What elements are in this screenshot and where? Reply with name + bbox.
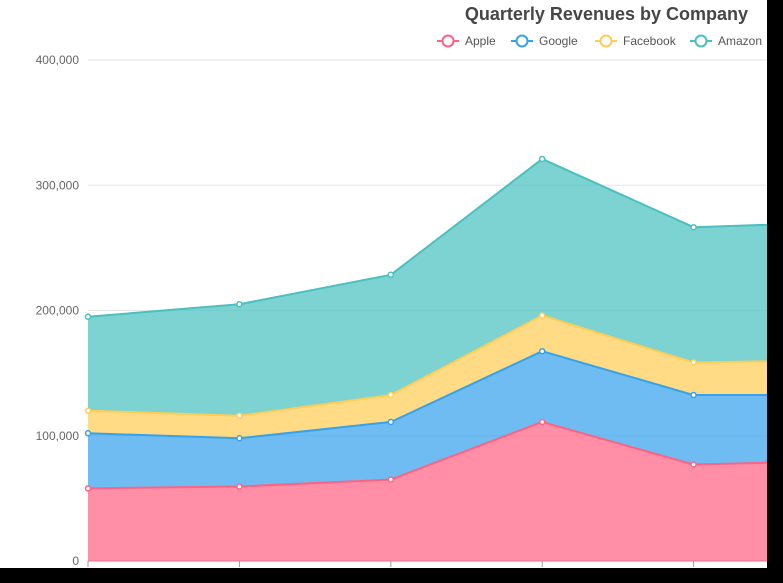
legend-label: Google (539, 34, 578, 48)
stacked-area-chart: 0 100,000 200,000 300,000 400,000 Quarterly … (36, 4, 767, 568)
legend-marker (599, 34, 613, 48)
y-tick-label: 100,000 (36, 429, 80, 443)
line-apple (87, 420, 767, 490)
area-series (88, 158, 767, 561)
y-tick-label: 400,000 (36, 53, 80, 67)
legend-marker (515, 34, 529, 48)
data-point-google[interactable] (387, 418, 395, 426)
legend-item-apple[interactable]: Apple (437, 34, 496, 48)
data-point-google[interactable] (84, 429, 92, 437)
legend-label: Facebook (623, 34, 677, 48)
legend-label: Apple (465, 34, 496, 48)
legend-item-facebook[interactable]: Facebook (595, 34, 677, 48)
chart-title: Quarterly Revenues by Company (465, 4, 748, 24)
y-tick-label: 0 (72, 554, 79, 568)
y-tick-label: 200,000 (36, 304, 80, 318)
data-point-facebook[interactable] (538, 312, 546, 319)
data-point-amazon[interactable] (538, 155, 546, 163)
data-points (84, 155, 697, 492)
data-point-facebook[interactable] (690, 359, 697, 366)
data-point-facebook[interactable] (387, 391, 395, 399)
legend[interactable]: Apple Google Facebook Amazon (437, 34, 762, 48)
data-point-google[interactable] (538, 347, 546, 355)
series-lines (87, 157, 767, 490)
data-point-facebook[interactable] (84, 407, 92, 414)
data-point-google[interactable] (236, 435, 243, 442)
data-point-apple[interactable] (236, 483, 243, 490)
y-axis-ticks: 0 100,000 200,000 300,000 400,000 (36, 53, 80, 568)
line-amazon (87, 157, 767, 318)
data-point-amazon[interactable] (84, 313, 92, 321)
data-point-google[interactable] (690, 391, 697, 399)
area-amazon[interactable] (88, 158, 767, 416)
data-point-facebook[interactable] (236, 412, 243, 419)
legend-marker (441, 34, 455, 48)
area-apple[interactable] (88, 421, 767, 561)
data-point-apple[interactable] (84, 485, 92, 492)
data-point-amazon[interactable] (387, 271, 395, 279)
data-point-amazon[interactable] (690, 223, 697, 231)
y-tick-label: 300,000 (36, 178, 80, 192)
legend-item-amazon[interactable]: Amazon (690, 34, 762, 48)
legend-marker (694, 34, 708, 48)
data-point-apple[interactable] (387, 476, 395, 483)
data-point-amazon[interactable] (236, 300, 243, 308)
legend-item-google[interactable]: Google (511, 34, 578, 48)
data-point-apple[interactable] (538, 418, 546, 426)
line-facebook (87, 314, 767, 417)
chart-canvas: 0 100,000 200,000 300,000 400,000 Quarterly … (0, 0, 767, 568)
legend-label: Amazon (718, 34, 762, 48)
line-google (87, 350, 767, 440)
area-google[interactable] (88, 351, 767, 489)
x-axis (87, 561, 695, 567)
data-point-apple[interactable] (690, 461, 697, 468)
